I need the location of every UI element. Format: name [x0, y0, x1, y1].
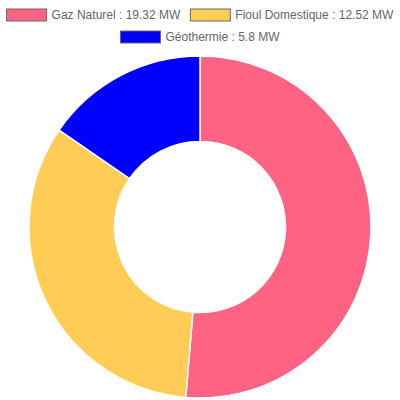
slices	[29, 56, 371, 398]
legend-swatch	[7, 9, 47, 21]
legend-item: Fioul Domestique : 12.52 MW	[190, 8, 394, 22]
slice	[186, 56, 371, 398]
legend-item: Gaz Naturel : 19.32 MW	[7, 8, 181, 22]
slice	[29, 130, 193, 397]
legend-label: Gaz Naturel : 19.32 MW	[52, 8, 181, 22]
legend-swatch	[120, 31, 160, 43]
legend: Gaz Naturel : 19.32 MW Fioul Domestique :…	[7, 8, 394, 44]
slice	[59, 56, 200, 179]
legend-swatch	[190, 9, 230, 21]
chart: Gaz Naturel : 19.32 MW Fioul Domestique :…	[0, 0, 400, 400]
legend-item: Géothermie : 5.8 MW	[120, 30, 280, 44]
legend-label: Fioul Domestique : 12.52 MW	[235, 8, 394, 22]
legend-label: Géothermie : 5.8 MW	[165, 30, 280, 44]
